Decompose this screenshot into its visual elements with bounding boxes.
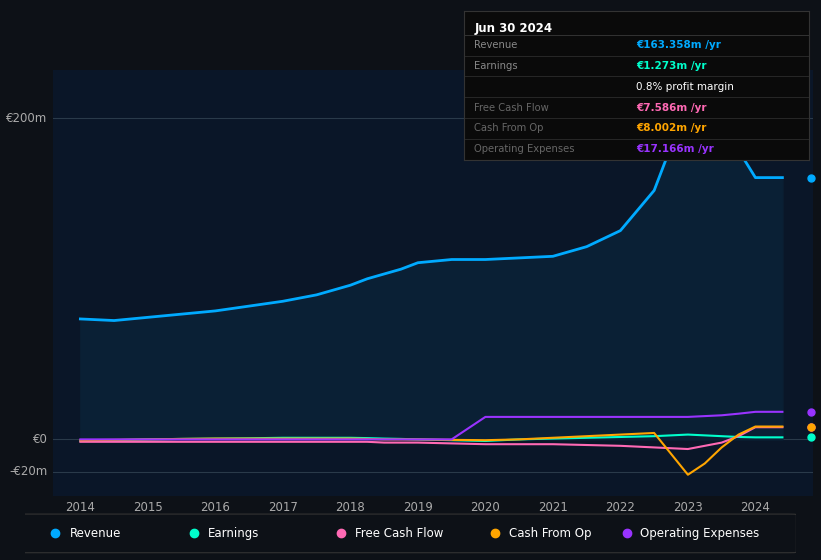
Text: Revenue: Revenue: [475, 40, 517, 50]
Text: Operating Expenses: Operating Expenses: [475, 144, 575, 154]
Text: €1.273m /yr: €1.273m /yr: [636, 61, 707, 71]
Text: €17.166m /yr: €17.166m /yr: [636, 144, 714, 154]
Text: Free Cash Flow: Free Cash Flow: [475, 102, 549, 113]
Text: €163.358m /yr: €163.358m /yr: [636, 40, 721, 50]
Text: Revenue: Revenue: [70, 527, 121, 540]
Text: Cash From Op: Cash From Op: [475, 123, 544, 133]
Text: -€20m: -€20m: [9, 465, 48, 478]
Text: Free Cash Flow: Free Cash Flow: [355, 527, 443, 540]
Text: €0: €0: [33, 433, 48, 446]
Text: Jun 30 2024: Jun 30 2024: [475, 22, 553, 35]
Text: Cash From Op: Cash From Op: [509, 527, 592, 540]
Text: €7.586m /yr: €7.586m /yr: [636, 102, 707, 113]
Text: Earnings: Earnings: [475, 61, 518, 71]
Text: €8.002m /yr: €8.002m /yr: [636, 123, 707, 133]
Text: Earnings: Earnings: [209, 527, 259, 540]
Text: 0.8% profit margin: 0.8% profit margin: [636, 82, 734, 92]
Text: €200m: €200m: [7, 111, 48, 125]
Text: Operating Expenses: Operating Expenses: [640, 527, 759, 540]
